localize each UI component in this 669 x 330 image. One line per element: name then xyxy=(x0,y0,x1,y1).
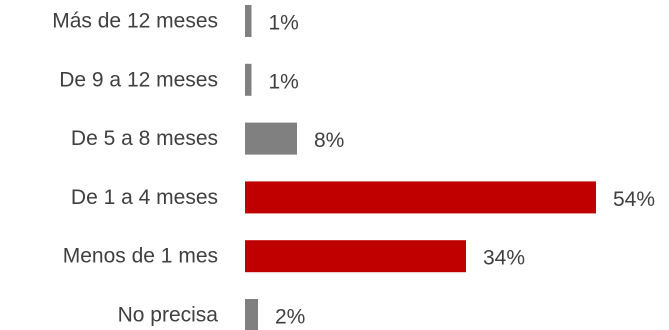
value-label: 8% xyxy=(314,129,344,152)
category-labels: Más de 12 meses De 9 a 12 meses De 5 a 8 m… xyxy=(52,10,218,327)
bar xyxy=(245,299,258,330)
value-label: 1% xyxy=(269,12,299,35)
value-label: 2% xyxy=(275,306,305,329)
category-label: De 1 a 4 meses xyxy=(71,186,218,209)
category-label: Más de 12 meses xyxy=(52,10,218,33)
value-labels: 1% 1% 8% 54% 34% 2% xyxy=(269,12,656,329)
category-label: No precisa xyxy=(118,304,219,327)
category-label: De 9 a 12 meses xyxy=(59,68,218,91)
value-label: 1% xyxy=(269,70,299,93)
value-label: 34% xyxy=(483,247,525,270)
value-label: 54% xyxy=(613,188,655,211)
category-label: Menos de 1 mes xyxy=(63,245,218,268)
bar xyxy=(245,63,252,96)
bar xyxy=(245,181,596,214)
bar xyxy=(245,122,297,155)
bar xyxy=(245,240,466,273)
bar xyxy=(245,5,252,37)
category-label: De 5 a 8 meses xyxy=(71,127,218,150)
bars xyxy=(245,5,596,330)
